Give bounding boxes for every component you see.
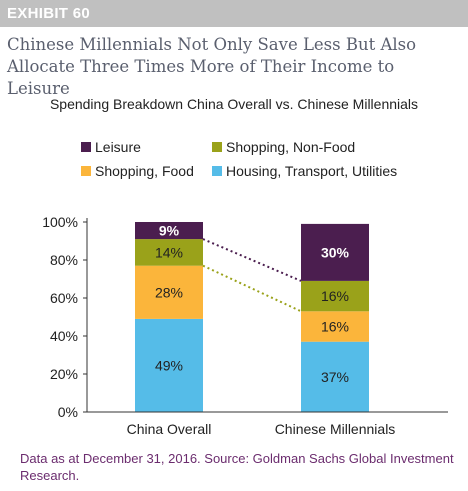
exhibit-label: EXHIBIT 60	[0, 0, 468, 27]
bar-segment-shopping-non-food	[301, 280, 369, 312]
legend-label-leisure: Leisure	[95, 139, 141, 155]
legend-item-leisure: Leisure	[81, 139, 141, 155]
legend-label-shopping-nonfood: Shopping, Non-Food	[226, 139, 356, 155]
legend-label-housing: Housing, Transport, Utilities	[226, 163, 398, 179]
data-label-housing-transport-utilities: 37%	[321, 369, 349, 385]
bar-segment-housing-transport-utilities	[301, 341, 369, 412]
bar-segment-leisure	[135, 222, 203, 240]
bar-segment-shopping-food	[135, 265, 203, 319]
bar-segment-shopping-food	[301, 311, 369, 342]
legend-label-shopping-food: Shopping, Food	[95, 163, 194, 179]
bar-segment-housing-transport-utilities	[135, 318, 203, 412]
data-label-leisure: 9%	[159, 223, 180, 239]
y-tick-label: 0%	[58, 404, 78, 420]
data-label-leisure: 30%	[321, 244, 350, 260]
data-label-shopping-non-food: 14%	[155, 244, 183, 260]
x-category-label: Chinese Millennials	[275, 421, 396, 437]
data-label-shopping-food: 28%	[155, 284, 183, 300]
data-label-housing-transport-utilities: 49%	[155, 357, 183, 373]
legend-item-housing: Housing, Transport, Utilities	[212, 163, 397, 179]
legend-swatch-leisure	[81, 142, 91, 152]
connector-shopping-non-food	[202, 264, 302, 313]
headline: Chinese Millennials Not Only Save Less B…	[7, 35, 417, 98]
y-tick-label: 20%	[50, 366, 78, 382]
data-label-shopping-non-food: 16%	[321, 288, 349, 304]
y-tick-label: 60%	[50, 290, 78, 306]
y-tick-label: 40%	[50, 328, 78, 344]
legend-swatch-housing	[212, 166, 222, 176]
y-tick-label: 80%	[50, 252, 78, 268]
legend-item-shopping-nonfood: Shopping, Non-Food	[212, 139, 355, 155]
legend-item-shopping-food: Shopping, Food	[81, 163, 194, 179]
bar-segment-shopping-non-food	[135, 239, 203, 266]
legend-swatch-shopping-nonfood	[212, 142, 222, 152]
legend-swatch-shopping-food	[81, 166, 91, 176]
x-category-label: China Overall	[127, 421, 212, 437]
source-note: Data as at December 31, 2016. Source: Go…	[20, 451, 454, 483]
bar-segment-leisure	[301, 223, 369, 281]
data-label-shopping-food: 16%	[321, 319, 349, 335]
connector-leisure	[202, 238, 302, 282]
y-tick-label: 100%	[42, 214, 78, 230]
chart-title: Spending Breakdown China Overall vs. Chi…	[49, 96, 419, 112]
